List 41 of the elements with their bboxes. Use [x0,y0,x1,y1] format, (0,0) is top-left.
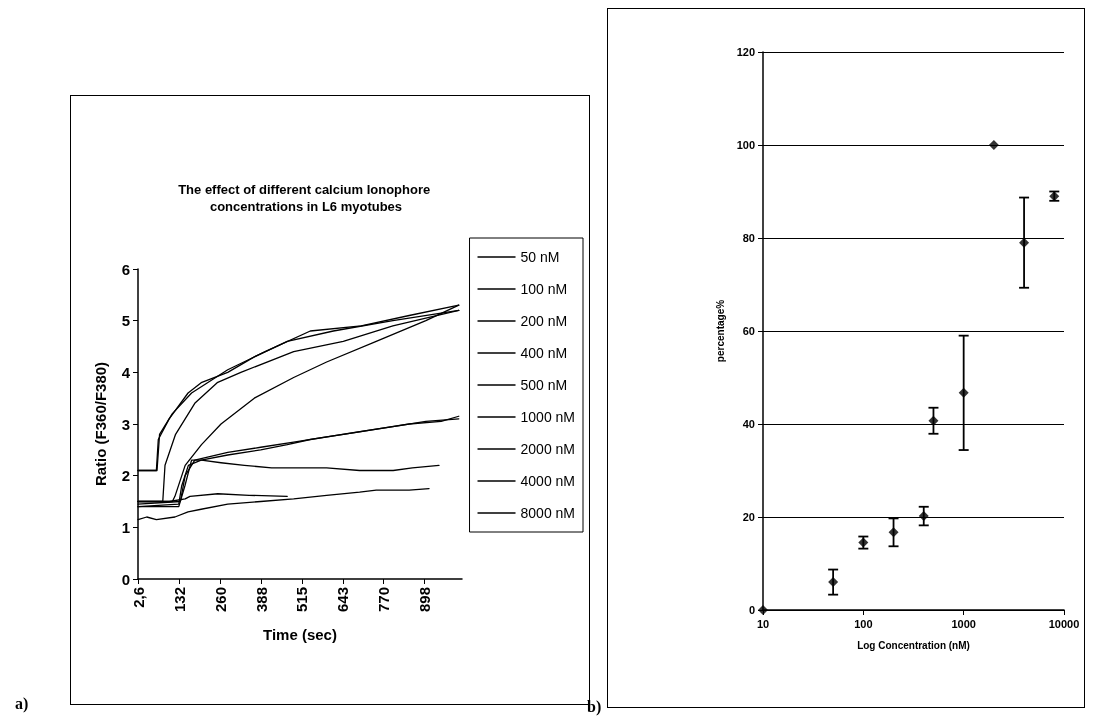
y-tick-label: 4 [121,363,131,381]
x-tick-label: 643 [334,587,352,613]
x-tick-label: 898 [416,587,434,613]
y-tick-label: 0 [121,570,130,588]
legend-label: 2000 nM [520,441,575,457]
x-tick-label: 1000 [951,617,976,630]
legend-label: 400 nM [520,345,568,361]
y-tick-label: 5 [121,312,130,330]
y-tick-label: 1 [121,518,130,536]
x-tick-label: 10000 [1048,617,1080,630]
y-tick-label: 0 [748,604,755,616]
y-tick-label: 100 [736,139,755,151]
x-tick-label: 100 [854,617,873,630]
legend-label: 1000 nM [520,409,575,425]
y-axis-title: Ratio (F360/F380) [92,361,109,487]
x-tick-label: 2,6 [129,587,147,608]
y-tick-label: 6 [121,260,130,278]
x-tick-label: 388 [252,587,270,613]
y-tick-label: 20 [742,511,755,523]
x-axis-title: Log Concentration (nM) [857,639,970,651]
y-tick-label: 2 [121,467,130,485]
y-tick-label: 120 [736,46,755,58]
legend-label: 100 nM [520,281,568,297]
legend-label: 50 nM [520,249,560,265]
legend-label: 500 nM [520,377,568,393]
y-axis-title: percentage% [715,299,727,363]
x-tick-label: 260 [211,587,229,613]
y-tick-label: 40 [742,418,755,430]
x-tick-label: 770 [375,587,393,613]
y-tick-label: 80 [742,232,755,244]
legend-label: 8000 nM [520,505,575,521]
y-tick-label: 60 [742,325,755,337]
legend-label: 200 nM [520,313,568,329]
x-tick-label: 132 [170,587,188,613]
x-tick-label: 515 [293,587,311,613]
text: a) [15,695,29,713]
x-axis-title: Time (sec) [263,626,337,643]
x-tick-label: 10 [756,617,770,630]
legend-label: 4000 nM [520,473,575,489]
y-tick-label: 3 [121,415,130,433]
chart-title: The effect of different calcium Ionophore concentrations in L6 myotubes [178,182,434,214]
